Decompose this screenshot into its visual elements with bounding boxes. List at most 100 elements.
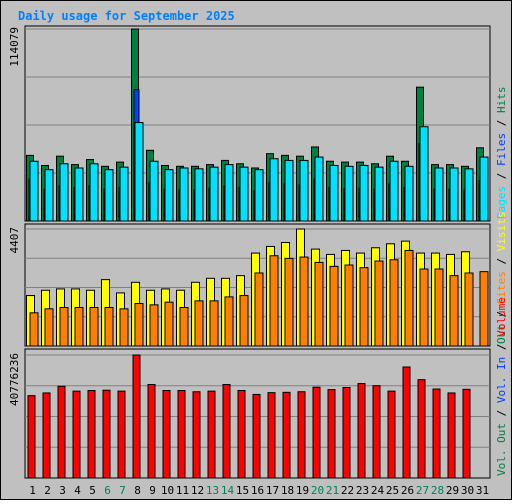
sites-bar <box>104 307 114 347</box>
x-tick-label: 21 <box>326 484 339 497</box>
pages-bar <box>344 165 354 222</box>
pages-bar <box>254 169 264 222</box>
pages-bar <box>224 164 234 222</box>
sites-bar <box>434 268 444 347</box>
legend-item: Files <box>495 133 508 166</box>
sites-bar <box>479 271 489 347</box>
pages-bar <box>449 167 459 222</box>
pages-bar <box>74 167 84 222</box>
volume-bar <box>357 383 366 479</box>
volume-bar <box>372 385 381 479</box>
x-tick-label: 5 <box>89 484 96 497</box>
sites-bar <box>374 260 384 347</box>
sites-bar <box>119 308 129 347</box>
legend-item: Volume <box>495 297 508 337</box>
legend-separator: / <box>495 166 508 186</box>
volume-bar <box>402 366 411 479</box>
sites-bar <box>284 257 294 347</box>
volume-bar <box>102 389 111 479</box>
sites-bar <box>359 267 369 347</box>
x-tick-label: 24 <box>371 484 385 497</box>
sites-bar <box>74 307 84 347</box>
sites-bar <box>314 261 324 347</box>
sites-bar <box>29 312 39 347</box>
x-tick-label: 1 <box>29 484 36 497</box>
legend-separator: / <box>495 403 508 423</box>
volume-bar <box>57 385 66 479</box>
chart-panels: 114079 Pages / Files / Hits 4407 Out / Site… <box>8 25 508 479</box>
visitors-panel: 4407 Out / Sites / Visits <box>8 212 508 347</box>
volume-bar <box>342 387 351 479</box>
sites-bar <box>179 307 189 347</box>
volume-bar <box>447 392 456 479</box>
x-tick-label: 12 <box>191 484 204 497</box>
pages-bar <box>104 169 114 222</box>
legend-item: Sites <box>495 271 508 304</box>
pages-bar <box>134 122 144 222</box>
x-tick-label: 9 <box>149 484 156 497</box>
sites-bar <box>329 265 339 347</box>
pages-bar <box>269 158 279 222</box>
x-tick-label: 25 <box>386 484 399 497</box>
sites-bar <box>134 303 144 347</box>
x-tick-label: 7 <box>119 484 126 497</box>
x-tick-label: 10 <box>161 484 174 497</box>
pages-bar <box>404 165 414 222</box>
sites-bar <box>269 255 279 347</box>
pages-bar <box>374 166 384 222</box>
volume-bar <box>117 390 126 479</box>
legend-item: Vol. In <box>495 357 508 403</box>
volume-legend: Vol. Out / Vol. In / Volume <box>495 297 508 476</box>
volume-bar <box>207 390 216 479</box>
sites-bar <box>419 268 429 347</box>
x-tick-label: 28 <box>431 484 444 497</box>
volume-bar <box>237 390 246 479</box>
visitors-axis-max-label: 4407 <box>8 227 21 254</box>
requests-legend: Pages / Files / Hits <box>495 87 508 220</box>
legend-separator: / <box>495 304 508 324</box>
x-tick-label: 6 <box>104 484 111 497</box>
x-tick-label: 31 <box>476 484 489 497</box>
volume-bar <box>177 390 186 479</box>
x-tick-label: 4 <box>74 484 81 497</box>
pages-bar <box>29 160 39 222</box>
volume-bar <box>267 392 276 479</box>
volume-bar <box>27 395 36 479</box>
pages-bar <box>209 166 219 222</box>
volume-bar <box>222 383 231 479</box>
sites-bar <box>449 275 459 347</box>
pages-bar <box>179 167 189 222</box>
x-axis-labels: 1 2 3 4 5 6 7 8 9 10 11 12 13 14 15 16 17 18 19 20 21 22 23 24 2… <box>29 484 489 497</box>
volume-bar <box>327 389 336 479</box>
pages-bar <box>44 169 54 222</box>
x-tick-label: 3 <box>59 484 66 497</box>
sites-bar <box>209 300 219 347</box>
sites-bar <box>149 304 159 347</box>
legend-separator: / <box>495 113 508 133</box>
x-tick-label: 8 <box>134 484 141 497</box>
legend-item: Visits <box>495 212 508 252</box>
volume-bar <box>252 393 261 479</box>
x-tick-label: 16 <box>251 484 264 497</box>
x-tick-label: 18 <box>281 484 294 497</box>
pages-bar <box>149 160 159 222</box>
x-tick-label: 27 <box>416 484 429 497</box>
pages-bar <box>464 168 474 222</box>
pages-bar <box>299 159 309 222</box>
pages-bar <box>164 169 174 222</box>
legend-item: Pages <box>495 186 508 219</box>
sites-bar <box>299 256 309 347</box>
pages-bar <box>419 126 429 222</box>
volume-bar <box>297 391 306 479</box>
legend-separator: / <box>495 337 508 357</box>
volume-bar <box>132 354 141 479</box>
volume-bar <box>462 388 471 479</box>
x-tick-label: 17 <box>266 484 279 497</box>
legend-item: Hits <box>495 87 508 114</box>
volume-bar <box>162 390 171 479</box>
x-tick-label: 2 <box>44 484 51 497</box>
sites-bar <box>194 300 204 347</box>
volume-bar <box>72 390 81 479</box>
